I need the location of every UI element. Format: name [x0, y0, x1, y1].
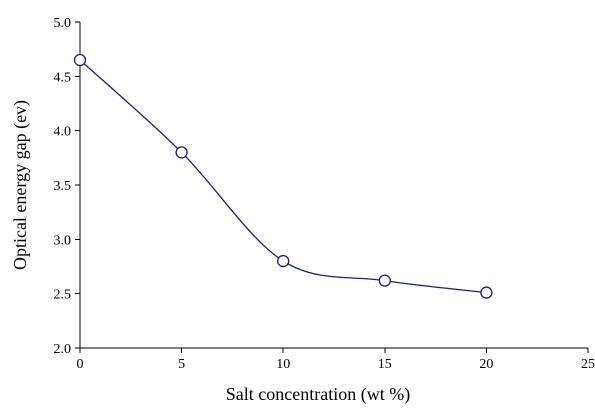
y-tick-label: 2.5 [54, 288, 72, 303]
data-point-marker [480, 286, 493, 299]
y-tick-label: 5.0 [54, 16, 72, 31]
data-point-marker [378, 274, 391, 287]
x-tick-label: 20 [479, 357, 493, 372]
x-axis-title: Salt concentration (wt %) [226, 384, 410, 405]
series-layer [73, 53, 493, 299]
y-axis-ticks: 2.0 2.5 3.0 3.5 4.0 4.5 5.0 [54, 16, 80, 357]
data-point-marker [277, 254, 290, 268]
y-tick-label: 4.5 [54, 70, 72, 85]
data-point-marker [73, 53, 87, 67]
x-tick-label: 25 [581, 357, 595, 372]
y-tick-label: 2.0 [54, 342, 72, 357]
data-point-marker [175, 146, 188, 159]
y-tick-label: 4.0 [54, 125, 72, 140]
y-axis-title: Optical energy gap (ev) [10, 100, 31, 270]
y-tick-label: 3.0 [54, 233, 72, 248]
x-tick-label: 0 [77, 357, 84, 372]
x-tick-label: 15 [378, 357, 392, 372]
plot-area: 0 5 10 15 20 25 2.0 2.5 3.0 3.5 4.0 4.5 5.0 [54, 16, 595, 372]
y-tick-label: 3.5 [54, 179, 72, 194]
x-tick-label: 10 [276, 357, 290, 372]
x-axis-ticks: 0 5 10 15 20 25 [77, 348, 595, 372]
x-tick-label: 5 [178, 357, 185, 372]
